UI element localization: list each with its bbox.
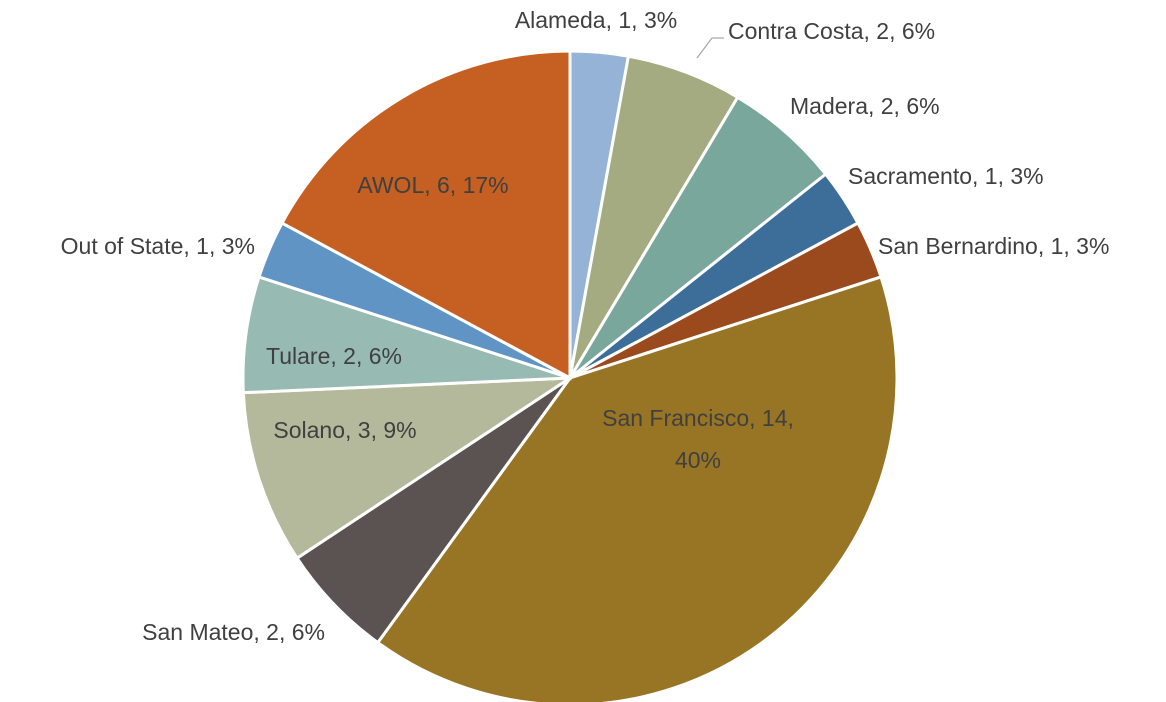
data-label: San Mateo, 2, 6% [142, 619, 325, 645]
data-label: Solano, 3, 9% [273, 417, 416, 443]
data-label: Contra Costa, 2, 6% [728, 18, 935, 44]
pie-slice [241, 376, 576, 561]
data-label: San Francisco, 14, 40% [602, 405, 794, 473]
leader-line [696, 37, 713, 59]
data-label: San Bernardino, 1, 3% [878, 233, 1109, 259]
data-label: Madera, 2, 6% [790, 93, 940, 119]
data-label: Tulare, 2, 6% [266, 343, 402, 369]
pie-slice [280, 49, 572, 381]
data-label: Alameda, 1, 3% [515, 7, 677, 33]
data-label: Out of State, 1, 3% [61, 233, 255, 259]
pie-slice [375, 275, 899, 702]
data-label: Sacramento, 1, 3% [848, 163, 1044, 189]
data-label: AWOL, 6, 17% [357, 172, 508, 198]
